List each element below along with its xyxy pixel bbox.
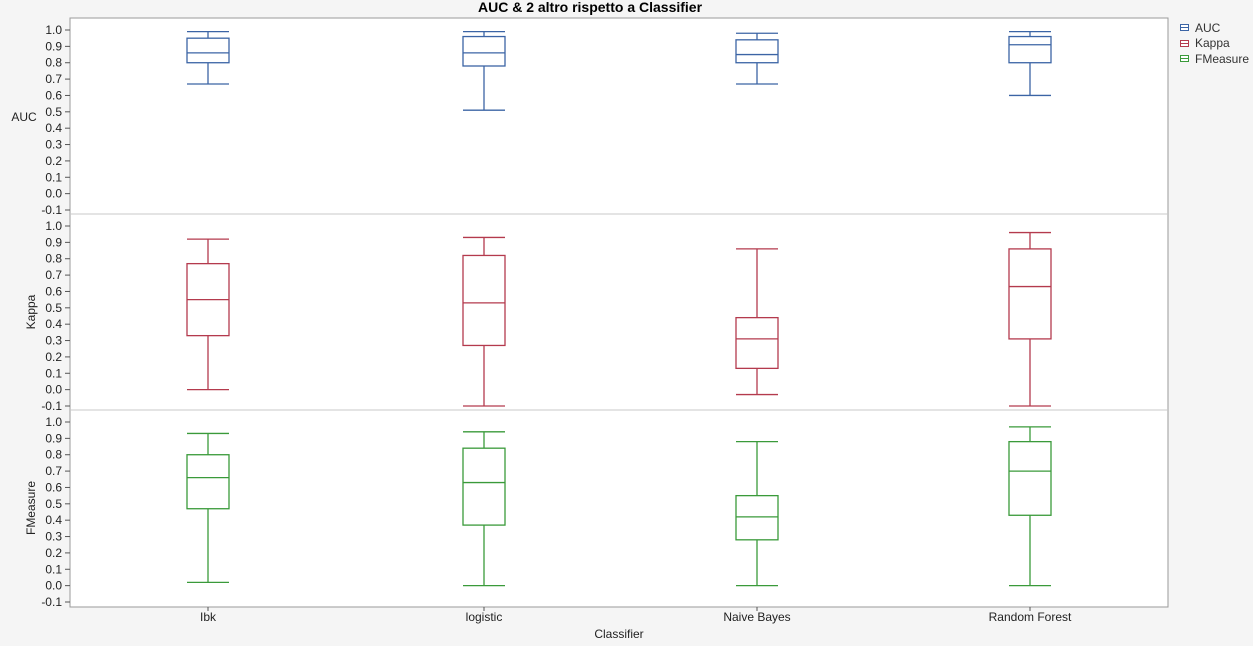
y-tick-label: 0.9 <box>45 235 62 249</box>
legend-swatch <box>1180 55 1189 63</box>
boxplot-auc-random-forest <box>1008 30 1052 97</box>
boxplot-auc-logistic <box>462 30 506 111</box>
box-iqr <box>462 447 506 526</box>
panel-auc: AUC -0.1 0.0 0.1 0.2 0.3 0.4 0.5 0.6 0.7 0.8 0.9 1.0 <box>11 23 1052 217</box>
box-iqr <box>735 494 779 541</box>
boxplot-fmeasure-naive-bayes <box>735 440 779 587</box>
panel-kappa: Kappa -0.1 0.0 0.1 0.2 0.3 0.4 0.5 0.6 0.7 0.8 0.9 1… <box>24 213 1168 413</box>
boxplot-kappa-naive-bayes <box>735 248 779 396</box>
y-tick-label: 0.5 <box>45 497 62 511</box>
boxplot-auc-ibk <box>186 30 230 85</box>
boxplot-fmeasure-logistic <box>462 431 506 587</box>
y-tick-label: 0.1 <box>45 170 62 184</box>
y-tick-label: 1.0 <box>45 415 62 429</box>
box-iqr <box>735 39 779 64</box>
y-tick-label: 0.9 <box>45 39 62 53</box>
box-iqr <box>186 37 230 64</box>
y-tick-label: 0.0 <box>45 579 62 593</box>
y-axis-label: Kappa <box>24 294 38 329</box>
boxplot-fmeasure-ibk <box>186 432 230 584</box>
y-tick-label: 0.7 <box>45 268 62 282</box>
legend-item-kappa: Kappa <box>1180 36 1249 52</box>
box-iqr <box>462 254 506 347</box>
box-iqr <box>462 35 506 67</box>
y-tick-label: 0.1 <box>45 562 62 576</box>
y-tick-label: 0.2 <box>45 154 62 168</box>
y-tick-label: 0.5 <box>45 105 62 119</box>
y-tick-label: 0.2 <box>45 350 62 364</box>
x-tick-label: logistic <box>466 610 503 624</box>
y-tick-label: 0.8 <box>45 252 62 266</box>
panels: AUC -0.1 0.0 0.1 0.2 0.3 0.4 0.5 0.6 0.7 0.8 0.9 1.0… <box>11 23 1168 609</box>
boxplot-fmeasure-random-forest <box>1008 426 1052 587</box>
y-tick-label: -0.1 <box>41 595 62 609</box>
boxplot-kappa-ibk <box>186 238 230 391</box>
panel-fmeasure: FMeasure -0.1 0.0 0.1 0.2 0.3 0.4 0.5 0.6 0.7 0.8 0… <box>24 409 1168 609</box>
x-axis-label: Classifier <box>594 627 643 641</box>
x-tick-label: Ibk <box>200 610 217 624</box>
legend: AUC Kappa FMeasure <box>1180 20 1249 67</box>
y-tick-label: 0.4 <box>45 513 62 527</box>
y-tick-label: 1.0 <box>45 219 62 233</box>
x-axis: Ibk logistic Naive Bayes Random Forest <box>200 607 1072 624</box>
y-tick-label: -0.1 <box>41 203 62 217</box>
y-tick-label: 0.6 <box>45 480 62 494</box>
legend-label: Kappa <box>1195 36 1230 51</box>
box-iqr <box>1008 35 1052 64</box>
y-tick-label: 0.8 <box>45 56 62 70</box>
y-tick-label: 0.1 <box>45 366 62 380</box>
y-tick-label: 0.9 <box>45 431 62 445</box>
plot-frame <box>69 17 1169 608</box>
y-tick-label: 0.7 <box>45 464 62 478</box>
boxplot-kappa-random-forest <box>1008 231 1052 407</box>
legend-label: AUC <box>1195 20 1221 35</box>
box-iqr <box>186 454 230 510</box>
y-tick-label: 0.4 <box>45 121 62 135</box>
boxplot-kappa-logistic <box>462 236 506 407</box>
box-iqr <box>1008 248 1052 340</box>
x-tick-label: Naive Bayes <box>723 610 790 624</box>
y-tick-label: 1.0 <box>45 23 62 37</box>
boxplot-auc-naive-bayes <box>735 32 779 85</box>
y-tick-label: 0.6 <box>45 88 62 102</box>
y-tick-label: 0.2 <box>45 546 62 560</box>
box-iqr <box>735 316 779 370</box>
legend-label: FMeasure <box>1195 51 1250 66</box>
y-tick-label: -0.1 <box>41 399 62 413</box>
y-tick-label: 0.4 <box>45 317 62 331</box>
y-tick-label: 0.3 <box>45 334 62 348</box>
legend-swatch <box>1180 39 1189 47</box>
legend-item-fmeasure: FMeasure <box>1180 51 1249 67</box>
legend-swatch <box>1180 24 1189 32</box>
y-tick-label: 0.8 <box>45 448 62 462</box>
y-tick-label: 0.3 <box>45 138 62 152</box>
y-tick-label: 0.0 <box>45 383 62 397</box>
y-axis-label: AUC <box>11 110 37 124</box>
y-tick-label: 0.0 <box>45 187 62 201</box>
y-tick-label: 0.6 <box>45 284 62 298</box>
box-iqr <box>1008 440 1052 516</box>
y-tick-label: 0.3 <box>45 530 62 544</box>
chart-title: AUC & 2 altro rispetto a Classifier <box>478 0 703 15</box>
y-tick-label: 0.5 <box>45 301 62 315</box>
x-tick-label: Random Forest <box>989 610 1072 624</box>
legend-item-auc: AUC <box>1180 20 1249 36</box>
y-tick-label: 0.7 <box>45 72 62 86</box>
y-axis-label: FMeasure <box>24 481 38 535</box>
